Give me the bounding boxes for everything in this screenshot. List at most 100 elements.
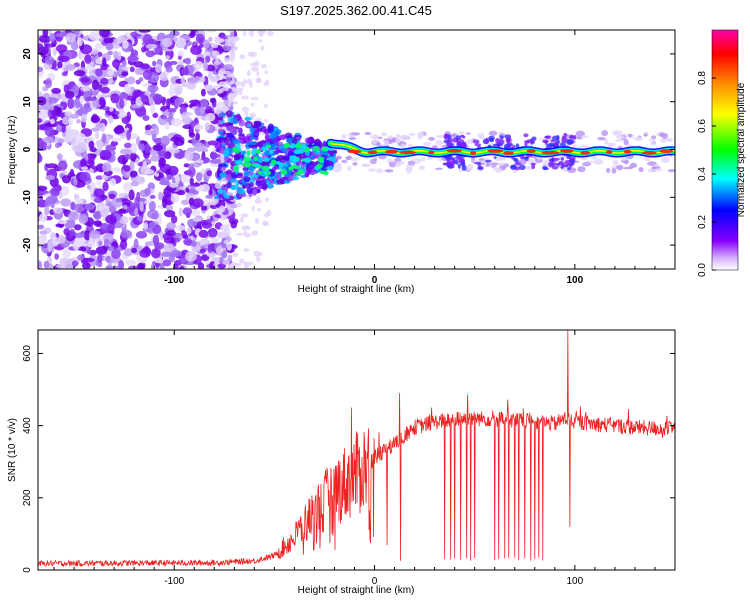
noise-blob [79,95,84,104]
noise-blob [149,194,156,199]
noise-blob [111,248,121,259]
snr-x-tick-label: 0 [372,576,378,587]
noise-blob [62,247,71,259]
tone-hot-spot [384,149,399,154]
noise-speckle [233,101,239,105]
tone-haze [606,167,611,174]
transition-blob [225,194,230,199]
snr-x-ticks: -100 0 100 [53,330,676,587]
tone-segment-blob [550,143,555,147]
tone-hot-spot [503,151,514,155]
transition-hot [246,150,251,156]
noise-speckle [256,208,262,212]
noise-blob [119,98,125,109]
noise-blob [102,57,107,67]
tone-haze [666,137,674,143]
noise-blob [38,96,47,106]
transition-blob [249,131,254,137]
noise-blob [192,217,202,222]
noise-blob [74,236,86,246]
noise-blob [205,219,213,224]
tone-segment-blob [561,162,565,168]
transition-blob [248,182,254,188]
transition-blob [249,127,256,133]
transition-blob [304,172,310,178]
noise-blob [178,103,189,108]
noise-blob [52,47,57,56]
tone-hot-spot [470,151,477,155]
transition-hot [250,149,257,156]
noise-blob [199,43,204,48]
noise-speckle [250,66,259,72]
noise-blob [88,230,101,239]
tone-haze [368,168,376,172]
noise-blob [103,238,110,247]
noise-blob [74,97,81,109]
tone-hot-spot [526,149,536,153]
tone-haze [652,168,663,172]
noise-blob [166,230,176,237]
transition-hot [257,170,263,175]
noise-blob [69,113,80,119]
noise-blob [175,225,186,231]
noise-speckle [261,63,268,69]
noise-blob [166,222,176,230]
tone-haze [658,132,665,138]
noise-blob [81,166,89,171]
tone-haze [614,132,620,135]
noise-blob [165,169,171,175]
tone-haze [649,142,657,146]
noise-blob [163,209,176,218]
noise-blob [188,163,195,170]
tone-haze [399,134,410,141]
noise-speckle [219,208,223,215]
tone-haze [620,156,627,162]
tone-segment-blob [553,141,559,147]
noise-speckle [254,198,262,204]
tone-segment-blob [462,135,466,139]
noise-blob [50,118,55,125]
noise-blob [109,256,122,264]
noise-blob [204,121,210,131]
noise-blob [135,231,148,239]
tone-haze [387,135,394,140]
noise-blob [93,197,103,204]
tone-hot-spot [427,150,435,155]
tone-haze [466,132,471,135]
noise-blob [198,229,209,238]
noise-blob [200,254,210,262]
tone-haze [428,136,436,141]
noise-blob [205,64,216,72]
noise-blob [193,142,206,152]
noise-blob [153,124,160,136]
tone-haze [418,165,426,171]
noise-blob [154,172,160,177]
tone-segment-blob [560,157,565,161]
noise-blob [91,79,100,91]
tone-segment-blob [524,142,528,147]
noise-blob [109,205,116,214]
transition-blob [238,193,247,198]
noise-speckle [256,70,260,76]
noise-speckle [247,51,255,57]
noise-speckle [249,81,253,89]
noise-blob [82,257,95,263]
noise-speckle [240,213,249,218]
noise-blob [203,61,208,72]
colorbar-tick-label: 0.8 [697,71,708,85]
tone-haze [378,154,387,160]
noise-speckle [220,230,228,238]
noise-blob [227,92,235,103]
tone-haze [593,159,604,165]
transition-blob [215,137,222,142]
tone-segment-blob [505,136,512,143]
noise-blob [175,174,180,185]
noise-blob [107,245,115,252]
transition-blob [216,116,224,121]
noise-blob [148,95,154,106]
noise-blob [190,30,195,37]
noise-blob [206,30,217,33]
tone-haze [376,142,381,147]
spectrogram-y-tick-label: -10 [22,190,33,205]
transition-blob [256,141,263,148]
